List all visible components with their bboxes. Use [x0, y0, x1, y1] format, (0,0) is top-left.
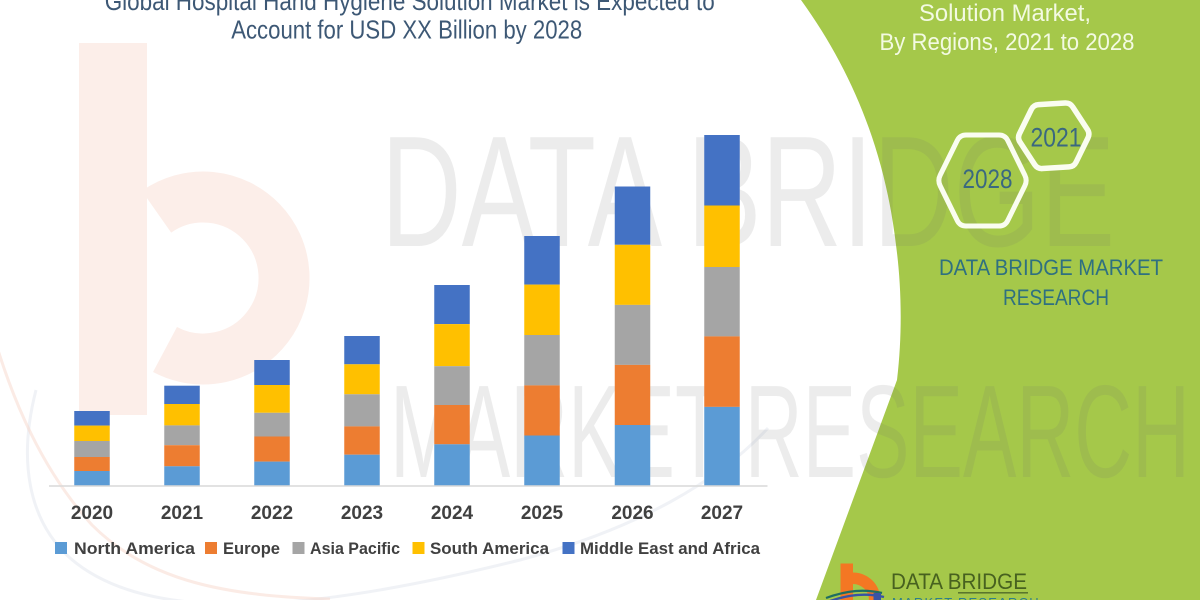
svg-text:2020: 2020	[71, 503, 113, 524]
svg-text:Global Hospital Hand Hygiene S: Global Hospital Hand Hygiene Solution Ma…	[105, 0, 715, 16]
svg-text:2026: 2026	[611, 503, 653, 524]
svg-text:2024: 2024	[431, 503, 474, 524]
svg-text:2021: 2021	[161, 503, 204, 524]
svg-text:DATA BRIDGE: DATA BRIDGE	[891, 569, 1027, 594]
svg-text:Asia Pacific: Asia Pacific	[310, 539, 400, 558]
svg-text:By Regions, 2021 to 2028: By Regions, 2021 to 2028	[880, 29, 1135, 56]
svg-text:RESEARCH: RESEARCH	[1003, 285, 1109, 310]
svg-text:North America: North America	[74, 539, 196, 558]
svg-text:2028: 2028	[963, 164, 1013, 194]
svg-text:DATA BRIDGE MARKET: DATA BRIDGE MARKET	[939, 255, 1163, 280]
svg-text:2025: 2025	[521, 503, 564, 524]
svg-text:2022: 2022	[251, 503, 293, 524]
svg-text:South America: South America	[430, 539, 550, 558]
svg-text:Middle East and Africa: Middle East and Africa	[580, 539, 761, 558]
svg-text:Solution Market,: Solution Market,	[919, 0, 1091, 27]
svg-text:2027: 2027	[701, 503, 743, 524]
svg-text:Europe: Europe	[223, 539, 280, 558]
svg-text:2021: 2021	[1031, 123, 1082, 153]
svg-text:MARKET RESEARCH: MARKET RESEARCH	[892, 595, 1040, 600]
svg-text:Account for USD XX Billion by: Account for USD XX Billion by 2028	[231, 15, 582, 45]
svg-text:MARKET RESEARCH: MARKET RESEARCH	[390, 358, 1190, 505]
svg-text:2023: 2023	[341, 503, 383, 524]
